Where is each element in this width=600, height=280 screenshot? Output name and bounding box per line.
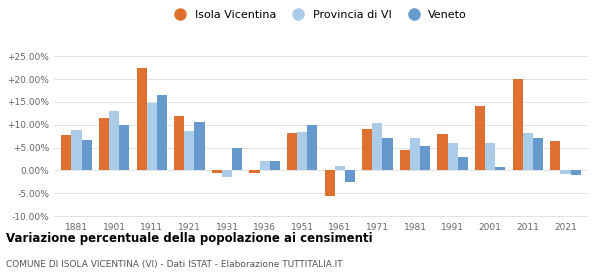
Bar xyxy=(222,171,232,177)
Bar xyxy=(250,171,260,173)
Bar xyxy=(146,103,157,171)
Bar xyxy=(184,131,194,171)
Bar xyxy=(99,118,109,171)
Bar xyxy=(437,134,448,171)
Bar xyxy=(420,146,430,171)
Bar xyxy=(512,79,523,171)
Bar xyxy=(362,129,373,171)
Text: COMUNE DI ISOLA VICENTINA (VI) - Dati ISTAT - Elaborazione TUTTITALIA.IT: COMUNE DI ISOLA VICENTINA (VI) - Dati IS… xyxy=(6,260,343,269)
Bar xyxy=(194,122,205,171)
Bar xyxy=(82,140,92,171)
Bar xyxy=(373,123,382,171)
Bar xyxy=(174,116,184,171)
Bar xyxy=(119,125,130,171)
Text: Variazione percentuale della popolazione ai censimenti: Variazione percentuale della popolazione… xyxy=(6,232,373,245)
Bar xyxy=(232,148,242,171)
Bar xyxy=(410,138,420,171)
Bar xyxy=(448,143,458,171)
Bar xyxy=(260,161,269,171)
Bar xyxy=(382,138,392,171)
Bar xyxy=(297,132,307,171)
Bar xyxy=(550,141,560,171)
Bar xyxy=(212,171,222,173)
Bar xyxy=(571,171,581,175)
Bar xyxy=(475,106,485,171)
Bar xyxy=(71,130,82,171)
Bar xyxy=(335,166,345,171)
Bar xyxy=(560,171,571,174)
Legend: Isola Vicentina, Provincia di VI, Veneto: Isola Vicentina, Provincia di VI, Veneto xyxy=(164,6,472,24)
Bar xyxy=(523,133,533,171)
Bar xyxy=(109,111,119,171)
Bar xyxy=(325,171,335,195)
Bar xyxy=(485,143,496,171)
Bar xyxy=(307,125,317,171)
Bar xyxy=(458,157,468,171)
Bar xyxy=(61,135,71,171)
Bar xyxy=(269,161,280,171)
Bar xyxy=(157,95,167,171)
Bar xyxy=(287,133,297,171)
Bar xyxy=(496,167,505,171)
Bar xyxy=(533,137,543,171)
Bar xyxy=(400,150,410,171)
Bar xyxy=(137,68,146,171)
Bar xyxy=(345,171,355,182)
